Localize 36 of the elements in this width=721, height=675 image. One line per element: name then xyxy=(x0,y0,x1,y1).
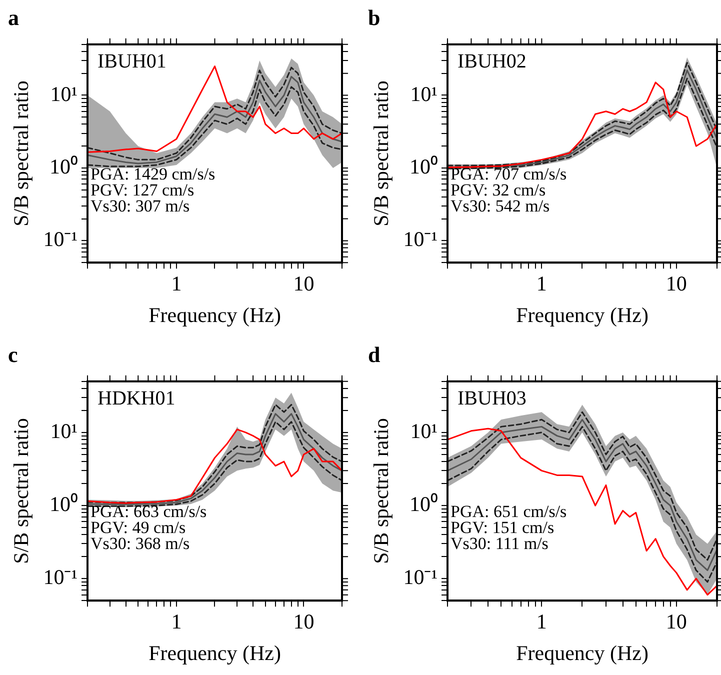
annotation: IBUH02 xyxy=(457,50,526,73)
annotation: HDKH01 xyxy=(97,388,176,410)
y-tick-label: 10⁰ xyxy=(49,492,78,516)
y-tick-label: 10¹ xyxy=(50,82,78,106)
x-axis-title: Frequency (Hz) xyxy=(516,640,648,665)
y-tick-label: 10⁻¹ xyxy=(403,227,438,252)
y-tick-label: 10¹ xyxy=(410,418,438,443)
annotation: IBUH01 xyxy=(97,50,166,73)
x-tick-label: 10 xyxy=(293,610,314,634)
x-tick-label: 1 xyxy=(171,610,182,634)
y-axis-title: S/B spectral ratio xyxy=(369,418,394,564)
y-axis-title: S/B spectral ratio xyxy=(9,418,34,564)
chart-title: d xyxy=(368,342,380,367)
x-tick-label: 10 xyxy=(293,272,314,296)
y-axis-title: S/B spectral ratio xyxy=(369,80,394,226)
y-tick-label: 10¹ xyxy=(50,418,78,443)
x-axis-title: Frequency (Hz) xyxy=(516,302,648,327)
y-tick-label: 10⁰ xyxy=(49,154,78,178)
x-tick-label: 10 xyxy=(666,610,687,634)
y-axis-title: S/B spectral ratio xyxy=(9,80,34,226)
x-axis-title: Frequency (Hz) xyxy=(148,640,281,665)
x-tick-label: 1 xyxy=(536,272,547,296)
x-tick-label: 1 xyxy=(171,272,182,296)
chart-title: a xyxy=(8,4,19,30)
chart-title: c xyxy=(8,342,18,367)
chart-title: b xyxy=(368,4,380,30)
y-tick-label: 10¹ xyxy=(410,82,438,106)
annotation: IBUH03 xyxy=(457,388,526,410)
y-tick-label: 10⁻¹ xyxy=(43,227,78,252)
x-tick-label: 1 xyxy=(536,610,547,634)
y-tick-label: 10⁰ xyxy=(409,154,438,178)
y-tick-label: 10⁰ xyxy=(409,492,438,516)
x-tick-label: 10 xyxy=(666,272,687,296)
y-tick-label: 10⁻¹ xyxy=(43,565,78,590)
y-tick-label: 10⁻¹ xyxy=(403,565,438,590)
x-axis-title: Frequency (Hz) xyxy=(148,302,281,327)
